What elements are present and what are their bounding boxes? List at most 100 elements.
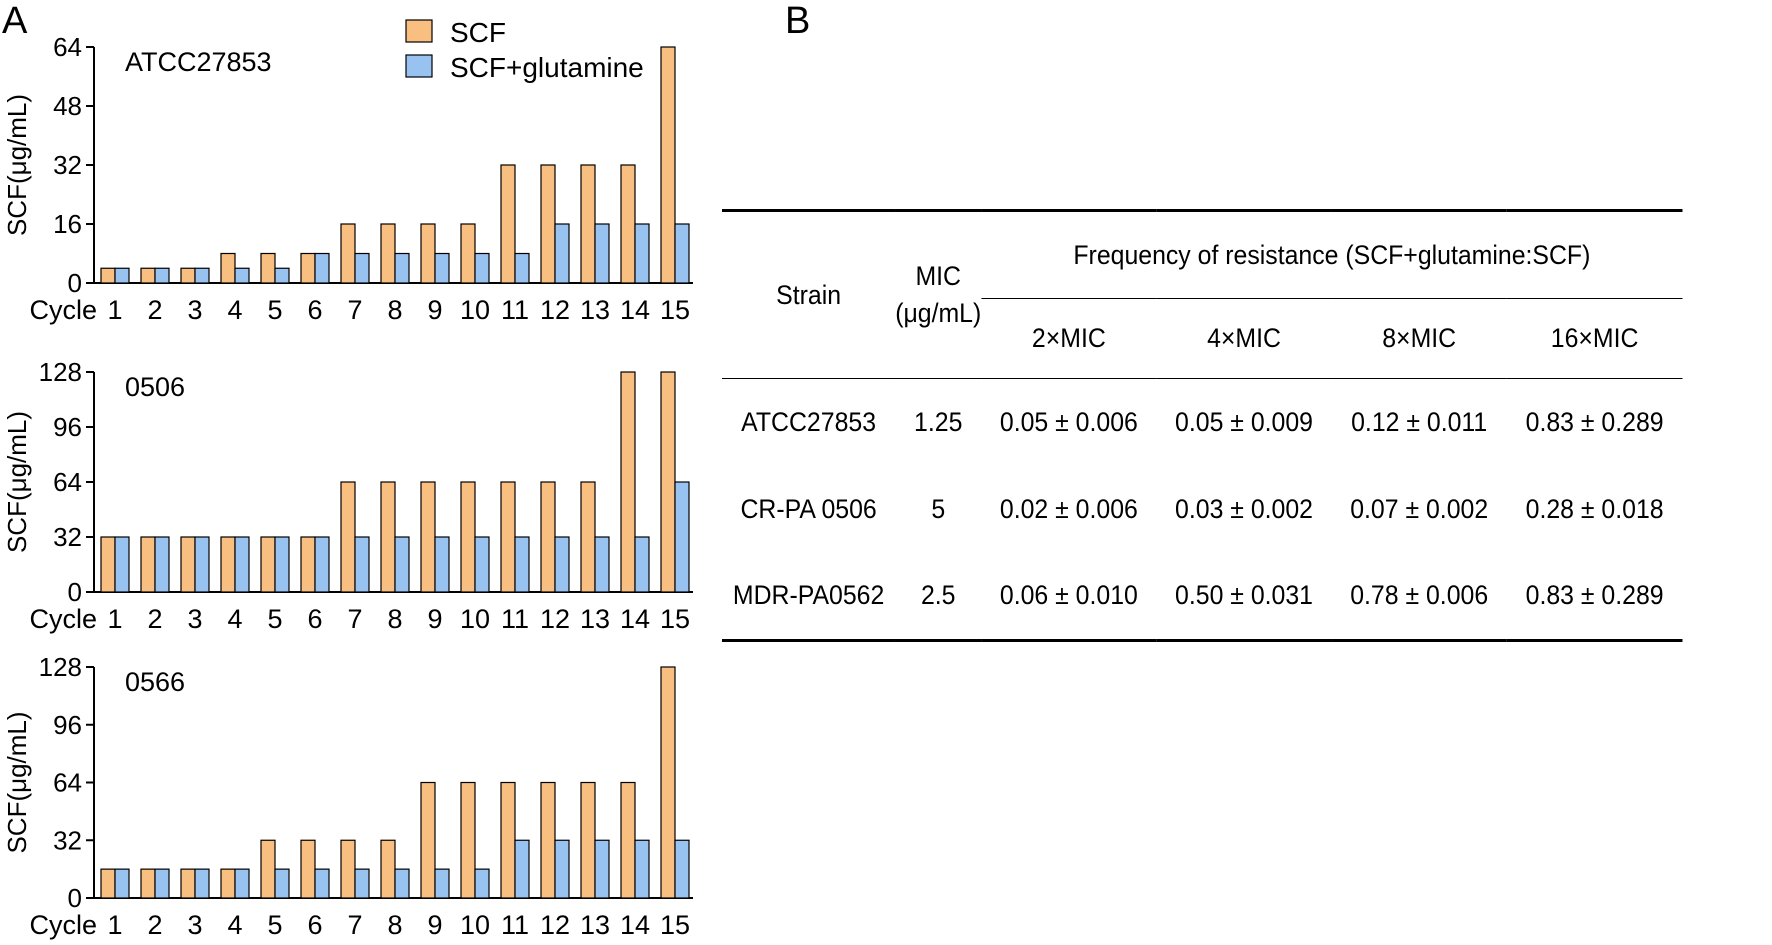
chart-title: 0566 xyxy=(125,667,185,697)
bar-scf xyxy=(180,868,196,899)
bar-scf xyxy=(340,839,356,899)
bar-scf-glutamine xyxy=(114,868,130,899)
bar-scf-glutamine xyxy=(634,536,650,593)
bar-scf xyxy=(580,781,596,899)
bar-scf-glutamine xyxy=(474,536,490,593)
row-mic: 1.25 xyxy=(914,407,963,437)
x-tick-label: 4 xyxy=(227,910,242,940)
x-tick-label: 3 xyxy=(187,910,202,940)
row-8xmic: 0.07 ± 0.002 xyxy=(1350,494,1489,524)
bar-scf xyxy=(140,536,156,593)
bar-scf xyxy=(460,481,476,593)
x-tick-label: 15 xyxy=(660,910,690,940)
x-tick-label: 8 xyxy=(387,295,402,325)
bar-scf-glutamine xyxy=(674,839,690,899)
x-tick-label: 11 xyxy=(501,910,529,940)
bar-scf xyxy=(500,164,516,284)
row-8xmic: 0.78 ± 0.006 xyxy=(1350,580,1489,611)
x-tick-label: 12 xyxy=(540,604,570,634)
header-8xmic: 8×MIC xyxy=(1382,323,1457,353)
y-tick-label: 0 xyxy=(68,577,82,607)
header-strain: Strain xyxy=(776,279,842,310)
x-tick-label: 7 xyxy=(347,910,362,940)
bar-scf-glutamine xyxy=(674,223,690,284)
y-tick-label: 128 xyxy=(39,652,82,682)
bar-scf xyxy=(260,536,276,593)
chart-title: 0506 xyxy=(125,372,185,402)
x-tick-label: 15 xyxy=(660,295,690,325)
bar-scf xyxy=(100,267,116,284)
x-tick-label: 5 xyxy=(267,910,282,940)
x-tick-label: 5 xyxy=(267,295,282,325)
bar-scf xyxy=(260,839,276,899)
bar-scf xyxy=(620,781,636,899)
bar-scf-glutamine xyxy=(234,267,250,284)
bar-scf-glutamine xyxy=(354,536,370,593)
bar-scf-glutamine xyxy=(554,223,570,284)
x-tick-label: 5 xyxy=(267,604,282,634)
x-tick-label: 3 xyxy=(187,604,202,634)
bar-scf-glutamine xyxy=(274,868,290,899)
bar-scf xyxy=(460,781,476,899)
bar-scf-glutamine xyxy=(594,839,610,899)
bar-scf-glutamine xyxy=(154,267,170,284)
bar-scf xyxy=(300,839,316,899)
row-4xmic: 0.03 ± 0.002 xyxy=(1175,494,1313,524)
header-4xmic: 4×MIC xyxy=(1207,323,1281,353)
table-row: ATCC27853 1.25 0.05 ± 0.006 0.05 ± 0.009… xyxy=(722,379,1682,466)
bar-scf xyxy=(260,252,276,284)
y-tick-label: 64 xyxy=(53,32,82,62)
bar-scf xyxy=(100,868,116,899)
x-tick-label: 8 xyxy=(387,604,402,634)
x-tick-label: 14 xyxy=(620,295,650,325)
bar-scf xyxy=(500,781,516,899)
row-4xmic: 0.05 ± 0.009 xyxy=(1175,407,1313,437)
bar-scf-glutamine xyxy=(394,536,410,593)
x-tick-label: 8 xyxy=(387,910,402,940)
bar-scf-glutamine xyxy=(194,868,210,899)
y-tick-label: 64 xyxy=(53,467,82,497)
bar-scf-glutamine xyxy=(474,868,490,899)
x-tick-label: 6 xyxy=(307,604,322,634)
bar-scf xyxy=(620,164,636,284)
x-tick-label: 12 xyxy=(540,295,570,325)
bar-scf xyxy=(300,252,316,284)
panel-a-label: A xyxy=(2,0,28,42)
bar-scf-glutamine xyxy=(234,536,250,593)
bar-scf-glutamine xyxy=(314,536,330,593)
bar-scf xyxy=(220,536,236,593)
bar-scf-glutamine xyxy=(434,868,450,899)
legend-swatch-scf-glutamine xyxy=(405,54,433,78)
row-16xmic: 0.83 ± 0.289 xyxy=(1525,580,1664,611)
x-tick-label: 10 xyxy=(460,604,490,634)
x-tick-label: 1 xyxy=(107,910,122,940)
bar-scf-glutamine xyxy=(274,267,290,284)
bar-scf-glutamine xyxy=(434,252,450,284)
row-8xmic: 0.12 ± 0.011 xyxy=(1351,407,1488,437)
bar-scf-glutamine xyxy=(634,223,650,284)
header-frequency: Frequency of resistance (SCF+glutamine:S… xyxy=(981,210,1683,299)
header-2xmic: 2×MIC xyxy=(1031,323,1106,353)
y-tick-label: 32 xyxy=(53,150,82,180)
header-mic-line1: MIC xyxy=(915,261,961,291)
x-tick-label: 2 xyxy=(147,910,162,940)
bar-scf xyxy=(100,536,116,593)
y-tick-label: 96 xyxy=(53,412,82,442)
y-tick-label: 32 xyxy=(53,825,82,855)
legend-label-scf: SCF xyxy=(450,17,506,48)
bar-scf-glutamine xyxy=(114,267,130,284)
x-tick-label: 13 xyxy=(580,910,610,940)
x-axis-label: Cycle xyxy=(29,295,97,325)
bar-scf xyxy=(140,267,156,284)
bar-scf xyxy=(420,481,436,593)
bar-scf xyxy=(660,46,676,284)
bar-scf xyxy=(500,481,516,593)
x-tick-label: 11 xyxy=(501,604,529,634)
bar-scf-glutamine xyxy=(514,252,530,284)
x-axis-label: Cycle xyxy=(29,910,97,940)
bar-scf-glutamine xyxy=(594,536,610,593)
bar-scf xyxy=(540,481,556,593)
bar-scf-glutamine xyxy=(314,868,330,899)
bar-scf-glutamine xyxy=(394,868,410,899)
